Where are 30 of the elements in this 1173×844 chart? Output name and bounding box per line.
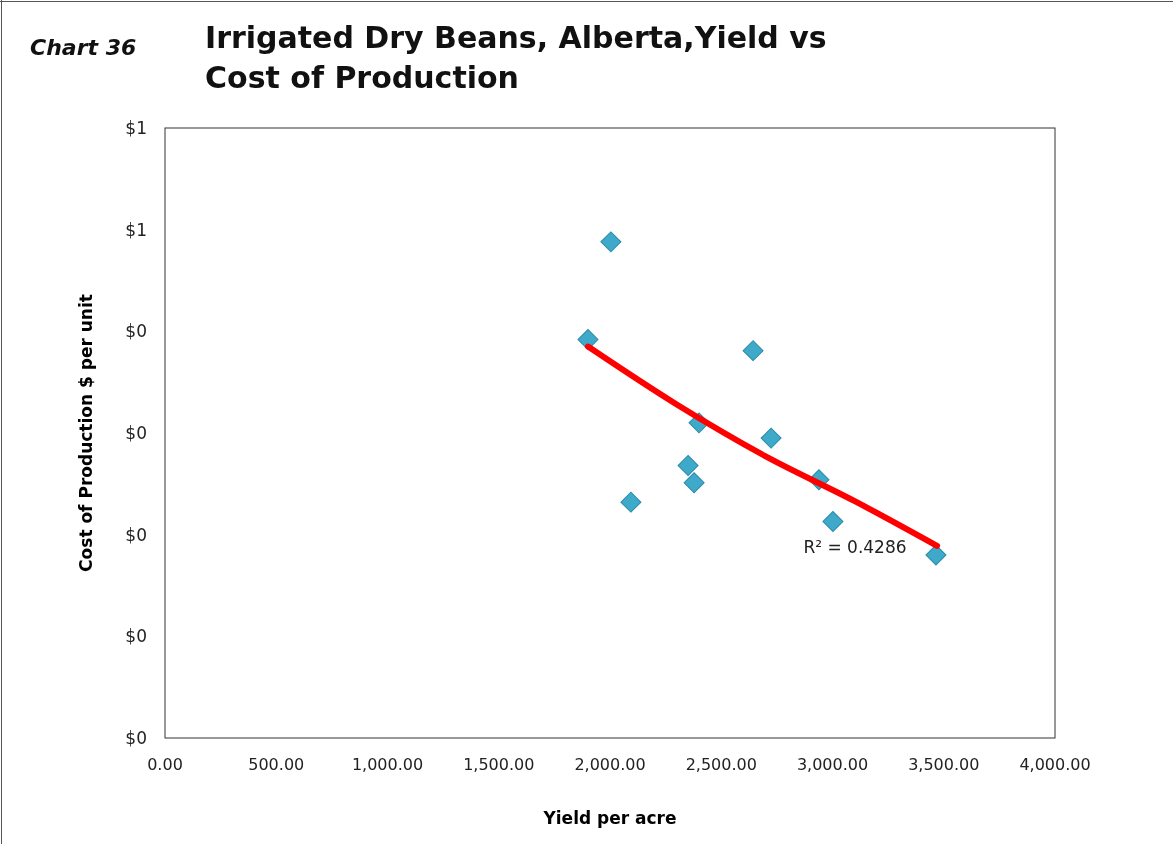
point [677,455,699,477]
point [925,544,947,566]
x-tick-label: 3,500.00 [908,755,980,774]
x-tick-label: 3,000.00 [796,755,869,774]
y-tick-label: $0 [125,422,147,443]
y-tick-label: $1 [125,219,147,240]
x-tick-label: 500.00 [248,755,305,774]
y-tick-label: $0 [125,626,147,647]
y-tick-label: $1 [125,117,147,138]
point [742,340,764,362]
annotation: R² = 0.4286 [803,537,907,557]
y-axis-title: Cost of Production $ per unit [76,294,96,572]
point [822,510,844,532]
x-tick-label: 1,000.00 [351,755,424,774]
point [577,328,599,350]
x-tick-label: 1,500.00 [463,755,535,774]
point [620,491,642,513]
x-tick-label: 0.00 [147,755,183,774]
point [600,231,622,253]
caption: Chart 36 [30,35,137,60]
point [760,427,782,449]
y-tick-label: $0 [125,321,147,342]
x-tick-label: 2,500.00 [685,755,757,774]
x-axis-title: Yield per acre [542,808,677,828]
x-tick-label: 2,000.00 [574,755,646,774]
x-tick-label: 4,000.00 [1019,755,1091,774]
chart-title: Irrigated Dry Beans, Alberta,Yield vs Cost of Production [205,20,827,95]
point [683,472,705,494]
y-tick-label: $0 [125,524,147,545]
y-tick-label: $0 [125,727,147,748]
